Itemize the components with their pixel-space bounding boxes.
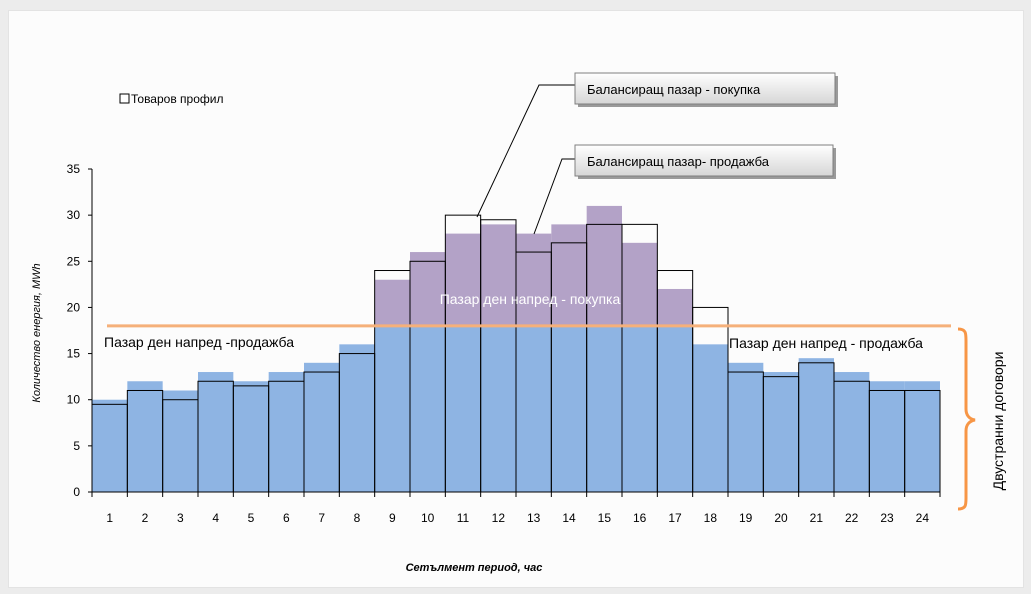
y-tick-label: 15 [67, 347, 81, 361]
y-tick-label: 20 [67, 300, 81, 314]
bar-actual-1 [92, 399, 128, 492]
x-tick-label: 7 [318, 511, 325, 525]
bar-actual-14 [551, 325, 587, 492]
bar-above-threshold-17 [657, 288, 693, 326]
x-tick-label: 5 [248, 511, 255, 525]
x-tick-label: 17 [668, 511, 682, 525]
x-tick-label: 21 [810, 511, 824, 525]
bar-above-threshold-10 [410, 252, 446, 326]
bar-actual-11 [445, 325, 481, 492]
y-tick-label: 30 [67, 208, 81, 222]
y-tick-label: 5 [73, 439, 80, 453]
dayahead-sell-left-label: Пазар ден напред -продажба [104, 334, 294, 350]
x-tick-label: 24 [916, 511, 930, 525]
dayahead-buy-label: Пазар ден напред - покупка [440, 291, 621, 307]
bar-above-threshold-16 [622, 242, 658, 326]
x-tick-label: 6 [283, 511, 290, 525]
bars-layer [92, 205, 940, 492]
bar-actual-4 [198, 372, 234, 492]
bar-actual-2 [127, 381, 163, 492]
x-tick-label: 2 [142, 511, 149, 525]
chart-frame: 0 5 10 15 20 25 30 35 1 2 3 4 5 6 7 8 9 10 11 12 13 14 15 16 17 1… [8, 10, 1024, 588]
x-tick-label: 22 [845, 511, 859, 525]
x-tick-label: 8 [354, 511, 361, 525]
dayahead-sell-right-label: Пазар ден напред - продажба [729, 335, 923, 351]
x-tick-label: 15 [598, 511, 612, 525]
x-tick-label: 9 [389, 511, 396, 525]
bar-actual-16 [622, 325, 658, 492]
bilateral-label: Двустранни договори [990, 352, 1006, 491]
bar-actual-22 [834, 372, 870, 492]
x-tick-label: 20 [774, 511, 788, 525]
bar-actual-21 [798, 358, 834, 492]
callout-sell-label: Балансиращ пазар- продажба [587, 154, 770, 169]
x-tick-label: 4 [212, 511, 219, 525]
y-axis-title: Количество енергия, MWh [31, 263, 43, 402]
x-tick-label: 12 [492, 511, 506, 525]
legend-swatch [119, 93, 130, 104]
bar-actual-19 [728, 362, 764, 492]
x-tick-label: 18 [704, 511, 718, 525]
x-tick-label: 11 [457, 511, 470, 525]
bar-actual-3 [162, 390, 198, 492]
x-tick-label: 13 [527, 511, 541, 525]
bar-above-threshold-12 [480, 224, 516, 326]
callout-buy-leader [476, 84, 575, 218]
bar-actual-7 [304, 362, 340, 492]
bar-actual-5 [233, 381, 269, 492]
bilateral-brace [957, 327, 976, 511]
callout-buy-box [574, 72, 836, 105]
callout-buy-label: Балансиращ пазар - покупка [587, 82, 761, 97]
bar-actual-8 [339, 344, 375, 492]
y-tick-label: 35 [67, 162, 81, 176]
bar-actual-15 [586, 325, 622, 492]
y-tick-label: 25 [67, 254, 81, 268]
x-tick-label: 10 [421, 511, 435, 525]
x-tick-label: 14 [562, 511, 576, 525]
y-tick-label: 10 [67, 393, 81, 407]
bar-above-threshold-13 [516, 233, 552, 326]
callout-sell-leader [533, 158, 575, 235]
x-axis-title: Сетълмент период, час [406, 562, 543, 574]
bar-actual-24 [904, 381, 940, 492]
x-tick-label: 1 [106, 511, 113, 525]
bar-actual-10 [410, 325, 446, 492]
x-tick-label: 19 [739, 511, 753, 525]
bar-actual-17 [657, 325, 693, 492]
bar-actual-23 [869, 381, 905, 492]
x-tick-label: 23 [880, 511, 894, 525]
callout-sell-box [574, 144, 834, 177]
bar-above-threshold-15 [586, 205, 622, 326]
legend-label: Товаров профил [131, 92, 223, 106]
bar-above-threshold-9 [374, 279, 410, 326]
x-tick-label: 16 [633, 511, 647, 525]
bar-actual-18 [692, 344, 728, 492]
bar-actual-9 [374, 325, 410, 492]
x-tick-label: 3 [177, 511, 184, 525]
bar-actual-12 [480, 325, 516, 492]
bar-actual-20 [763, 372, 799, 492]
y-tick-label: 0 [73, 485, 80, 499]
bar-actual-13 [516, 325, 552, 492]
bar-above-threshold-11 [445, 233, 481, 326]
bar-above-threshold-14 [551, 224, 587, 326]
bar-actual-6 [268, 372, 304, 492]
